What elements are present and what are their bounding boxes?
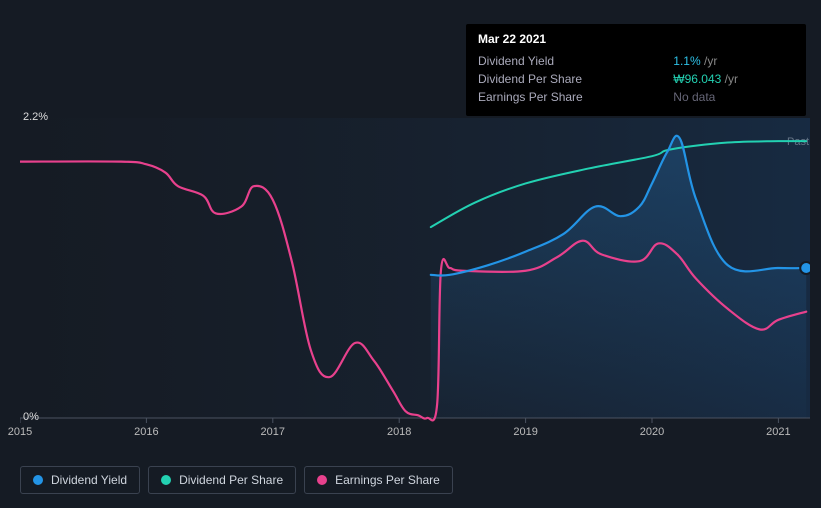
- legend-item-earnings-per-share[interactable]: Earnings Per Share: [304, 466, 453, 494]
- x-axis-label: 2021: [766, 426, 790, 438]
- tooltip-date: Mar 22 2021: [478, 32, 794, 46]
- legend-label: Dividend Per Share: [179, 473, 283, 487]
- x-axis-label: 2020: [640, 426, 664, 438]
- legend-dot-icon: [33, 475, 43, 485]
- chart-svg: [20, 118, 810, 428]
- x-axis-label: 2017: [261, 426, 285, 438]
- legend-item-dividend-per-share[interactable]: Dividend Per Share: [148, 466, 296, 494]
- legend-item-dividend-yield[interactable]: Dividend Yield: [20, 466, 140, 494]
- tooltip-row-label: Dividend Per Share: [478, 70, 673, 88]
- legend-label: Earnings Per Share: [335, 473, 440, 487]
- y-axis-label: 2.2%: [23, 111, 48, 123]
- x-axis-label: 2015: [8, 426, 32, 438]
- x-axis-label: 2016: [134, 426, 158, 438]
- x-axis-label: 2019: [513, 426, 537, 438]
- tooltip-table: Dividend Yield 1.1% /yr Dividend Per Sha…: [478, 52, 794, 106]
- tooltip-row-value: 1.1% /yr: [673, 52, 794, 70]
- chart-area[interactable]: 0%2.2%2015201620172018201920202021: [20, 100, 810, 490]
- y-axis-label: 0%: [23, 411, 39, 423]
- x-axis-label: 2018: [387, 426, 411, 438]
- tooltip-row-label: Dividend Yield: [478, 52, 673, 70]
- legend-label: Dividend Yield: [51, 473, 127, 487]
- legend-dot-icon: [317, 475, 327, 485]
- legend: Dividend Yield Dividend Per Share Earnin…: [20, 466, 453, 494]
- legend-dot-icon: [161, 475, 171, 485]
- tooltip-row-value: ₩96.043 /yr: [673, 70, 794, 88]
